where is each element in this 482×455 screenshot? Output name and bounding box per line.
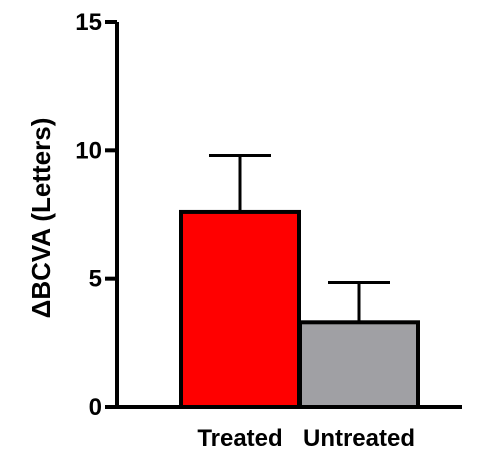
category-label: Treated [197, 425, 282, 452]
bar [179, 209, 301, 409]
y-tick-label: 5 [89, 266, 102, 293]
y-axis-title: ΔBCVA (Letters) [26, 118, 56, 319]
y-tick-label: 15 [75, 9, 102, 36]
y-axis: 0 5 10 15 [75, 9, 119, 421]
category-label: Untreated [303, 425, 415, 452]
bars [179, 153, 420, 409]
bar [298, 320, 420, 409]
category-labels: Treated Untreated [197, 425, 415, 452]
y-tick-label: 10 [75, 137, 102, 164]
y-tick-label: 0 [89, 394, 102, 421]
